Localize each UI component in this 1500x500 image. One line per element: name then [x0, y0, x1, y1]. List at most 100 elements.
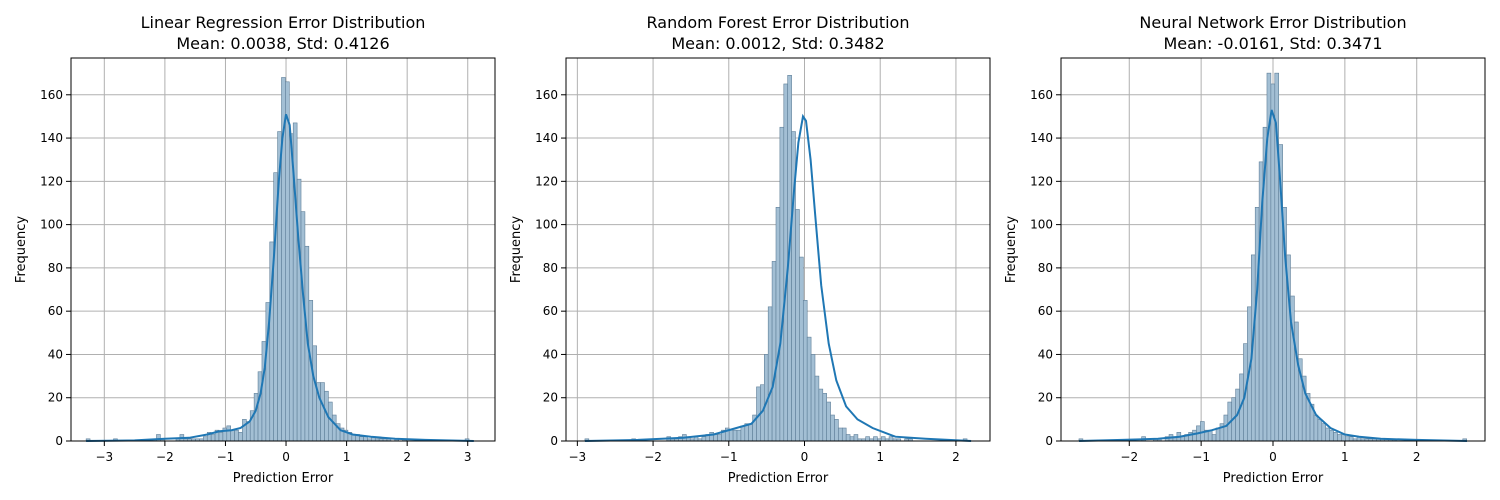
histogram-bar [740, 425, 746, 442]
x-tick-label: 3 [464, 450, 472, 464]
y-tick-label: 160 [1030, 88, 1053, 102]
y-tick-label: 40 [48, 347, 63, 361]
axes-frame [70, 57, 496, 442]
x-tick-label: −2 [644, 450, 662, 464]
histogram-bar [320, 382, 325, 442]
histogram-bar [841, 427, 847, 442]
y-tick-label: 60 [1038, 304, 1053, 318]
y-axis-label: Frequency [14, 216, 29, 283]
y-tick-label: 160 [40, 88, 63, 102]
histogram-bar [1313, 414, 1319, 442]
histogram-bar [1192, 429, 1197, 442]
y-tick-label: 40 [1038, 347, 1053, 361]
x-tick-label: −1 [1192, 450, 1210, 464]
x-tick-label: 2 [952, 450, 960, 464]
y-tick-label: 140 [40, 131, 63, 145]
histogram-bar [238, 432, 243, 442]
y-tick-label: 100 [40, 218, 63, 232]
histogram-bar [873, 436, 878, 442]
histogram-bar [230, 429, 235, 442]
x-tick-label: −2 [1120, 450, 1138, 464]
chart-title: Linear Regression Error Distribution [141, 13, 426, 32]
y-tick-label: 100 [1030, 218, 1053, 232]
kde-curve [1078, 109, 1468, 442]
y-tick-label: 0 [1045, 434, 1053, 448]
histogram-bar [242, 419, 247, 442]
x-tick-label: 2 [1413, 450, 1421, 464]
histogram-bar [1215, 427, 1221, 442]
histogram-bar [830, 414, 835, 442]
histogram-bar [783, 83, 788, 442]
y-tick-label: 140 [1030, 131, 1053, 145]
y-tick-label: 140 [535, 131, 558, 145]
y-tick-label: 80 [543, 261, 558, 275]
histogram-bar [285, 81, 290, 442]
histogram-bar [775, 207, 781, 442]
histogram-bar [767, 306, 773, 442]
y-tick-label: 20 [543, 391, 558, 405]
histogram-bar [218, 432, 224, 442]
histogram-bar [288, 133, 294, 442]
histogram-bar [736, 429, 742, 442]
histogram-bar [834, 419, 839, 442]
y-tick-label: 120 [535, 174, 558, 188]
y-tick-label: 80 [48, 261, 63, 275]
x-tick-label: 0 [282, 450, 290, 464]
y-tick-label: 20 [48, 391, 63, 405]
histogram-bar [253, 393, 259, 442]
histogram-bar [853, 434, 859, 442]
histogram-bar [771, 261, 777, 442]
histogram-bar [312, 345, 317, 442]
y-tick-label: 60 [48, 304, 63, 318]
x-tick-label: −3 [95, 450, 113, 464]
histogram-bar [888, 436, 894, 442]
histogram-bar [779, 126, 785, 442]
kde-curve [584, 113, 972, 442]
histogram-bar [865, 436, 870, 442]
x-axis-label: Prediction Error [728, 471, 829, 486]
histogram-bar [748, 423, 753, 442]
histogram-bar [814, 375, 820, 442]
histogram-bar [257, 371, 263, 442]
x-tick-label: 1 [343, 450, 351, 464]
histogram-bar [806, 336, 812, 442]
chart-subtitle: Mean: -0.0161, Std: 0.3471 [1163, 34, 1382, 53]
x-tick-label: 2 [403, 450, 411, 464]
histogram-bar [818, 388, 824, 442]
histogram-bar [713, 434, 718, 442]
chart-title: Neural Network Error Distribution [1139, 13, 1406, 32]
x-tick-label: −2 [156, 450, 174, 464]
histogram-bar [802, 300, 808, 442]
histogram-bar [300, 211, 306, 442]
panel-linear-regression: −3 −2 −1 0 1 2 3 0 20 40 60 80 100 120 140 160 Linear Re… [14, 13, 496, 486]
y-tick-label: 0 [55, 434, 63, 448]
x-tick-label: 1 [876, 450, 884, 464]
histogram-bar [717, 434, 722, 442]
y-tick-label: 20 [1038, 391, 1053, 405]
chart-title: Random Forest Error Distribution [647, 13, 910, 32]
histogram-bar [234, 429, 239, 442]
y-tick-label: 120 [1030, 174, 1053, 188]
x-tick-label: 0 [801, 450, 809, 464]
histogram-bar [1317, 419, 1323, 442]
histogram-bar [203, 436, 208, 442]
histogram-bar [1348, 436, 1354, 442]
histogram-bar [359, 436, 364, 442]
histogram-bar [1325, 427, 1330, 442]
histogram-bar [799, 256, 804, 442]
histogram-bar [331, 414, 337, 442]
chart-subtitle: Mean: 0.0038, Std: 0.4126 [176, 34, 389, 53]
histogram-bar [363, 436, 368, 442]
histogram-bar [1329, 429, 1334, 442]
histogram-bar [795, 209, 800, 442]
histogram-bar [849, 436, 855, 442]
histogram-bar [826, 401, 831, 442]
histogram-bar [1344, 436, 1350, 442]
x-tick-label: 0 [1269, 450, 1277, 464]
histogram-bar [732, 429, 738, 442]
y-tick-label: 160 [535, 88, 558, 102]
histogram-bar [1321, 423, 1327, 442]
